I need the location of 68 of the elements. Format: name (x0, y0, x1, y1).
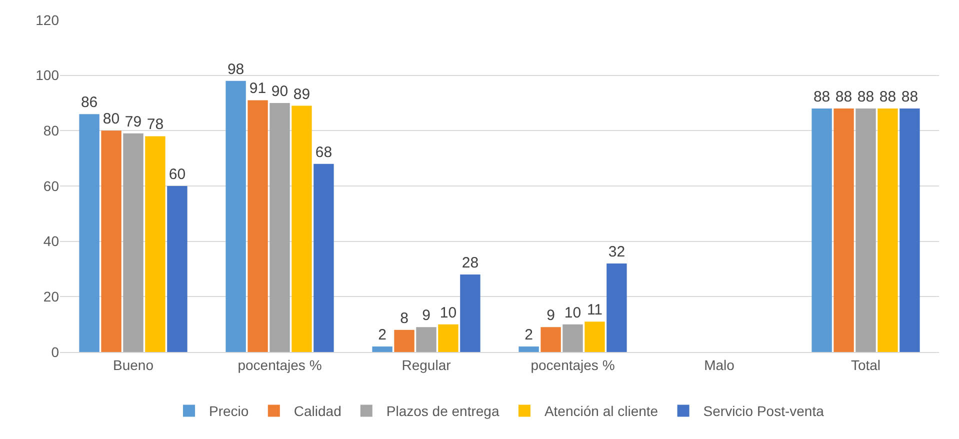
x-tick-label: Malo (704, 356, 735, 373)
bar (540, 327, 561, 352)
data-label: 9 (546, 307, 555, 324)
data-label: 98 (227, 60, 244, 78)
bar (606, 263, 627, 352)
data-label: 88 (857, 88, 874, 106)
data-label: 89 (293, 86, 310, 103)
y-tick-label: 80 (43, 122, 60, 139)
bar (856, 108, 876, 352)
bar (292, 106, 312, 352)
data-label: 68 (315, 144, 332, 161)
bar (438, 324, 458, 352)
bar (270, 103, 290, 352)
data-label: 88 (901, 88, 918, 106)
bar (145, 136, 166, 352)
legend-label: Plazos de entrega (386, 403, 500, 420)
y-tick-label: 20 (43, 288, 60, 305)
bar (878, 108, 898, 352)
bar (123, 133, 144, 352)
x-tick-label: pocentajes % (238, 356, 322, 373)
bar (372, 346, 392, 352)
data-label: 2 (378, 326, 386, 344)
data-label: 88 (835, 88, 852, 106)
data-label: 88 (813, 88, 830, 106)
x-tick-label: Total (850, 356, 881, 373)
data-label: 80 (102, 110, 120, 128)
data-label: 32 (608, 243, 626, 260)
bar (226, 80, 246, 352)
x-tick-label: Bueno (113, 356, 154, 373)
y-tick-label: 100 (36, 67, 60, 84)
legend-label: Atención al cliente (544, 403, 658, 420)
bar (584, 322, 605, 352)
data-label: 10 (564, 304, 582, 322)
data-label: 86 (80, 94, 98, 112)
bar (518, 346, 539, 352)
legend-label: Calidad (294, 403, 342, 420)
bar (79, 114, 100, 352)
bar (460, 274, 480, 352)
bar (416, 327, 436, 352)
data-label: 79 (124, 113, 142, 130)
legend-label: Precio (209, 403, 249, 420)
bar (812, 108, 832, 352)
data-label: 11 (586, 302, 603, 319)
data-label: 90 (271, 83, 288, 100)
bar (834, 108, 854, 352)
bar (394, 330, 414, 352)
bar (101, 130, 122, 352)
data-label: 60 (168, 166, 186, 183)
x-tick-label: Regular (402, 356, 452, 373)
data-label: 78 (146, 116, 164, 134)
y-tick-label: 120 (36, 12, 60, 28)
x-tick-label: pocentajes % (530, 356, 615, 373)
bar (248, 100, 268, 352)
y-tick-label: 0 (51, 344, 60, 360)
data-label: 10 (440, 304, 457, 322)
legend-label: Servicio Post-venta (703, 403, 824, 420)
data-label: 88 (879, 88, 896, 106)
data-label: 91 (249, 80, 266, 98)
data-label: 2 (524, 326, 533, 344)
data-label: 9 (422, 307, 430, 324)
bar (314, 164, 334, 352)
data-label: 28 (462, 254, 479, 272)
bar (562, 324, 583, 352)
bar (167, 186, 188, 352)
y-tick-label: 40 (43, 233, 60, 250)
y-tick-label: 60 (43, 178, 60, 194)
data-label: 8 (400, 310, 408, 327)
bar (900, 108, 920, 352)
